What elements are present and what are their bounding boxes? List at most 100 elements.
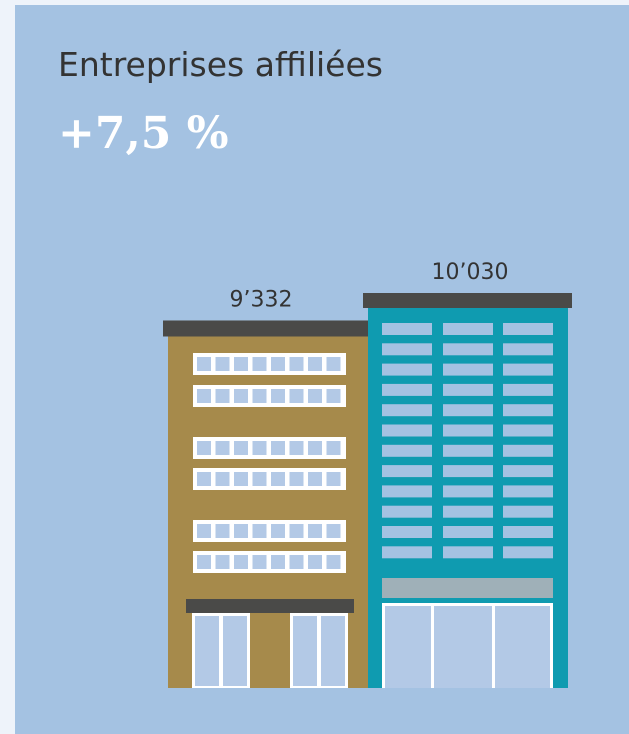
window bbox=[197, 441, 211, 455]
window bbox=[271, 524, 285, 538]
window bbox=[234, 389, 248, 403]
window bbox=[252, 555, 267, 569]
pane bbox=[223, 616, 247, 686]
awning bbox=[186, 599, 354, 613]
data-label: 10’030 bbox=[432, 260, 509, 285]
window-bar bbox=[382, 404, 432, 417]
window bbox=[215, 524, 230, 538]
window-bar bbox=[382, 424, 432, 437]
window bbox=[197, 472, 211, 486]
window-bar bbox=[503, 505, 553, 518]
window bbox=[197, 555, 211, 569]
window bbox=[289, 357, 304, 371]
pane bbox=[434, 606, 492, 688]
window-bar bbox=[443, 505, 493, 518]
pane bbox=[293, 616, 317, 686]
window-bar bbox=[503, 424, 553, 437]
window bbox=[234, 441, 248, 455]
window-bar bbox=[503, 363, 553, 376]
window-bar bbox=[503, 526, 553, 538]
chart-subtitle: +7,5 % bbox=[58, 108, 229, 159]
window-bar bbox=[503, 465, 553, 478]
window-bar bbox=[443, 546, 493, 559]
window-bar bbox=[443, 485, 493, 498]
window-bar bbox=[382, 526, 432, 538]
window bbox=[308, 472, 322, 486]
window-bar bbox=[382, 505, 432, 518]
window-bar bbox=[382, 343, 432, 356]
window bbox=[197, 357, 211, 371]
window bbox=[326, 441, 341, 455]
window bbox=[252, 389, 267, 403]
window-bar bbox=[443, 363, 493, 376]
window-strip bbox=[193, 385, 346, 407]
window-strip bbox=[193, 353, 346, 375]
window bbox=[308, 524, 322, 538]
window bbox=[326, 357, 341, 371]
pane bbox=[495, 606, 550, 688]
window-bar bbox=[382, 444, 432, 457]
window bbox=[252, 441, 267, 455]
band bbox=[382, 578, 553, 598]
window-bar bbox=[443, 424, 493, 437]
pane bbox=[321, 616, 345, 686]
window-strip bbox=[193, 468, 346, 490]
window bbox=[308, 555, 322, 569]
window bbox=[271, 555, 285, 569]
window-bar bbox=[443, 444, 493, 457]
window bbox=[234, 357, 248, 371]
window-bar bbox=[382, 485, 432, 498]
window bbox=[197, 389, 211, 403]
window-bar bbox=[443, 343, 493, 356]
window-bar bbox=[503, 404, 553, 417]
window-bar bbox=[382, 323, 432, 335]
window bbox=[289, 472, 304, 486]
window bbox=[326, 472, 341, 486]
window-bar bbox=[503, 383, 553, 396]
window bbox=[252, 472, 267, 486]
window-bar bbox=[503, 485, 553, 498]
window bbox=[215, 555, 230, 569]
window bbox=[215, 441, 230, 455]
window-strip bbox=[193, 437, 346, 459]
window-bar bbox=[382, 465, 432, 478]
window-bar bbox=[503, 323, 553, 335]
window bbox=[271, 472, 285, 486]
window bbox=[234, 472, 248, 486]
window-bar bbox=[503, 444, 553, 457]
window-bar bbox=[443, 465, 493, 478]
window bbox=[271, 441, 285, 455]
window-bar bbox=[382, 383, 432, 396]
window bbox=[326, 389, 341, 403]
roof bbox=[163, 320, 368, 337]
window bbox=[215, 389, 230, 403]
window bbox=[252, 357, 267, 371]
window-bar bbox=[443, 383, 493, 396]
window-bar bbox=[443, 323, 493, 335]
window bbox=[271, 357, 285, 371]
window bbox=[234, 524, 248, 538]
window bbox=[234, 555, 248, 569]
window-bar bbox=[382, 363, 432, 376]
window-bar bbox=[503, 546, 553, 559]
data-label: 9’332 bbox=[230, 287, 293, 312]
window bbox=[215, 472, 230, 486]
window bbox=[289, 524, 304, 538]
chart-title: Entreprises affiliées bbox=[58, 45, 383, 84]
window bbox=[289, 441, 304, 455]
window-strip bbox=[193, 520, 346, 542]
window bbox=[326, 524, 341, 538]
pane bbox=[385, 606, 431, 688]
window bbox=[289, 389, 304, 403]
window-bar bbox=[382, 546, 432, 559]
window bbox=[308, 357, 322, 371]
roof bbox=[363, 293, 572, 308]
window-bar bbox=[503, 343, 553, 356]
window bbox=[308, 441, 322, 455]
window-bar bbox=[443, 404, 493, 417]
window bbox=[308, 389, 322, 403]
window bbox=[271, 389, 285, 403]
window bbox=[197, 524, 211, 538]
window-strip bbox=[193, 551, 346, 573]
